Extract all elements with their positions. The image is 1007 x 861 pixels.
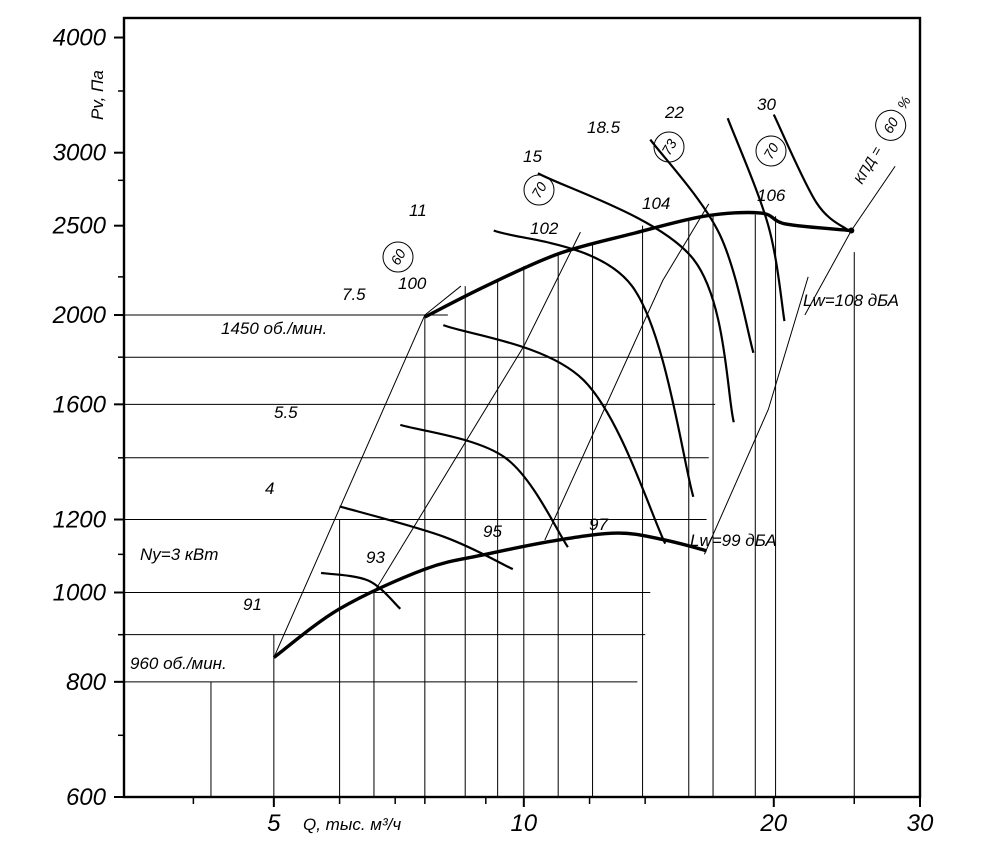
- efficiency-marker-60b: [875, 109, 907, 141]
- curve-end-marker: [848, 227, 855, 234]
- noise-label-104: 104: [642, 194, 670, 213]
- efficiency-value: 70: [760, 140, 782, 162]
- x-tick-label: 20: [759, 810, 787, 837]
- efficiency-value: 70: [528, 179, 550, 201]
- y-tick-label: 600: [66, 784, 107, 811]
- power-curve: [320, 571, 402, 610]
- power-curve: [442, 324, 667, 545]
- y-axis-title: Pv, Па: [88, 70, 107, 120]
- efficiency-label: КПД =: [851, 144, 885, 187]
- operating-limit-curves: [272, 210, 855, 659]
- efficiency-line: [544, 203, 710, 541]
- efficiency-label-group: КПД = 60 %: [851, 93, 914, 187]
- power-label-22: 22: [664, 103, 684, 122]
- y-tick-label: 2000: [52, 302, 107, 329]
- y-tick-label: 1600: [53, 391, 107, 418]
- efficiency-marker-60: 60: [382, 241, 414, 273]
- noise-label-106: 106: [757, 186, 786, 205]
- efficiency-value: 60: [387, 246, 409, 268]
- power-label-3kw: Ny=3 кВт: [140, 545, 218, 564]
- y-tick-label: 1000: [53, 580, 107, 607]
- x-tick-label: 30: [907, 810, 934, 837]
- grid-lines: [124, 214, 855, 797]
- noise-label-102: 102: [530, 219, 559, 238]
- lw-high-label: Lw=108 дБА: [803, 291, 899, 310]
- power-curve: [493, 229, 695, 498]
- efficiency-line: [703, 276, 809, 555]
- efficiency-marker-70b: 70: [755, 135, 787, 167]
- power-curve: [339, 505, 514, 571]
- power-label-15: 15: [523, 147, 542, 166]
- power-curve: [399, 423, 569, 548]
- plot-frame: [122, 16, 922, 799]
- noise-label-97: 97: [589, 515, 608, 534]
- efficiency-marker-70: 70: [523, 174, 555, 206]
- noise-label-91: 91: [243, 595, 262, 614]
- efficiency-value: 60: [880, 114, 902, 136]
- y-tick-label: 3000: [53, 140, 107, 167]
- power-curve: [726, 117, 786, 322]
- x-axis-title: Q, тыс. м³/ч: [303, 815, 401, 834]
- efficiency-lines: [273, 165, 896, 658]
- power-label-7-5: 7.5: [342, 285, 366, 304]
- y-tick-label: 1200: [53, 507, 107, 534]
- power-curves: [320, 114, 850, 610]
- efficiency-value: 73: [658, 136, 680, 158]
- power-label-4: 4: [265, 479, 274, 498]
- y-tick-label: 4000: [53, 25, 107, 52]
- power-curve: [772, 114, 850, 232]
- y-tick-label: 800: [66, 669, 107, 696]
- text-labels: 5 10 20 30 600 800 1000 1200 1600 2000 2500 3000 400…: [52, 25, 934, 837]
- efficiency-line: [273, 285, 462, 658]
- power-curve: [649, 138, 755, 354]
- power-label-30: 30: [757, 95, 776, 114]
- y-tick-label: 2500: [52, 213, 107, 240]
- lw-low-label: Lw=99 дБА: [690, 531, 777, 550]
- power-curve: [537, 172, 735, 423]
- noise-label-93: 93: [366, 548, 385, 567]
- rpm-high-label: 1450 об./мин.: [221, 319, 327, 338]
- power-label-18-5: 18.5: [587, 118, 621, 137]
- x-tick-label: 10: [510, 810, 537, 837]
- noise-label-100: 100: [398, 274, 427, 293]
- rpm-low-label: 960 об./мин.: [130, 654, 227, 673]
- axis-ticks: [114, 36, 921, 807]
- efficiency-marker-73: 73: [653, 131, 685, 163]
- noise-label-95: 95: [483, 522, 502, 541]
- power-label-5-5: 5.5: [274, 403, 298, 422]
- operating-limit-curve: [424, 210, 852, 319]
- efficiency-unit: %: [894, 93, 914, 112]
- x-tick-label: 5: [267, 810, 281, 837]
- power-label-11: 11: [409, 201, 427, 220]
- operating-limit-curve: [272, 531, 708, 659]
